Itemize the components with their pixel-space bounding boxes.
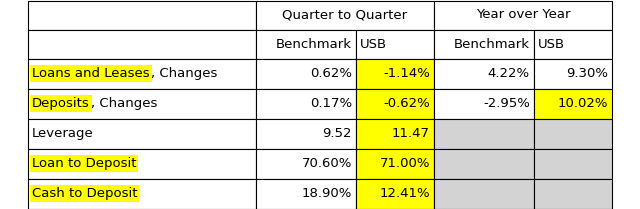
Text: Loans and Leases: Loans and Leases bbox=[32, 67, 150, 80]
Bar bbox=[28, 119, 256, 149]
Text: Benchmark: Benchmark bbox=[454, 37, 530, 51]
Text: USB: USB bbox=[538, 37, 565, 51]
Bar bbox=[434, 88, 534, 119]
Bar bbox=[534, 29, 612, 59]
Text: 9.52: 9.52 bbox=[323, 127, 352, 140]
Bar bbox=[256, 178, 356, 209]
Bar bbox=[256, 149, 356, 178]
Bar bbox=[434, 119, 534, 149]
Text: Leverage: Leverage bbox=[32, 127, 93, 140]
Bar bbox=[434, 178, 534, 209]
Bar bbox=[28, 88, 256, 119]
Bar bbox=[534, 119, 612, 149]
Bar bbox=[356, 59, 434, 88]
Text: -2.95%: -2.95% bbox=[483, 97, 530, 110]
Text: 70.60%: 70.60% bbox=[301, 157, 352, 170]
Text: 9.30%: 9.30% bbox=[566, 67, 608, 80]
Bar bbox=[256, 59, 356, 88]
Bar bbox=[356, 178, 434, 209]
Text: Deposits: Deposits bbox=[32, 97, 90, 110]
Bar bbox=[256, 88, 356, 119]
Bar bbox=[28, 149, 256, 178]
Text: Benchmark: Benchmark bbox=[276, 37, 352, 51]
Text: , Changes: , Changes bbox=[91, 97, 157, 110]
Bar bbox=[256, 119, 356, 149]
Text: 0.62%: 0.62% bbox=[310, 67, 352, 80]
Bar bbox=[256, 0, 434, 29]
Text: -0.62%: -0.62% bbox=[383, 97, 430, 110]
Bar bbox=[356, 29, 434, 59]
Bar bbox=[356, 149, 434, 178]
Text: USB: USB bbox=[360, 37, 387, 51]
Text: 12.41%: 12.41% bbox=[380, 187, 430, 200]
Bar bbox=[28, 29, 256, 59]
Text: Year over Year: Year over Year bbox=[476, 9, 570, 22]
Bar bbox=[434, 0, 612, 29]
Text: 71.00%: 71.00% bbox=[380, 157, 430, 170]
Bar bbox=[256, 29, 356, 59]
Text: 4.22%: 4.22% bbox=[488, 67, 530, 80]
Bar bbox=[534, 149, 612, 178]
Bar bbox=[534, 178, 612, 209]
Text: Loan to Deposit: Loan to Deposit bbox=[32, 157, 136, 170]
Bar bbox=[434, 59, 534, 88]
Bar bbox=[534, 88, 612, 119]
Text: 0.17%: 0.17% bbox=[310, 97, 352, 110]
Bar bbox=[356, 88, 434, 119]
Bar bbox=[434, 29, 534, 59]
Bar bbox=[356, 119, 434, 149]
Bar bbox=[28, 178, 256, 209]
Bar bbox=[534, 59, 612, 88]
Text: , Changes: , Changes bbox=[150, 67, 217, 80]
Text: 11.47: 11.47 bbox=[392, 127, 430, 140]
Text: -1.14%: -1.14% bbox=[383, 67, 430, 80]
Text: 10.02%: 10.02% bbox=[557, 97, 608, 110]
Bar bbox=[28, 59, 256, 88]
Text: Cash to Deposit: Cash to Deposit bbox=[32, 187, 138, 200]
Bar bbox=[28, 0, 256, 29]
Text: Quarter to Quarter: Quarter to Quarter bbox=[282, 9, 408, 22]
Bar bbox=[434, 149, 534, 178]
Text: 18.90%: 18.90% bbox=[301, 187, 352, 200]
